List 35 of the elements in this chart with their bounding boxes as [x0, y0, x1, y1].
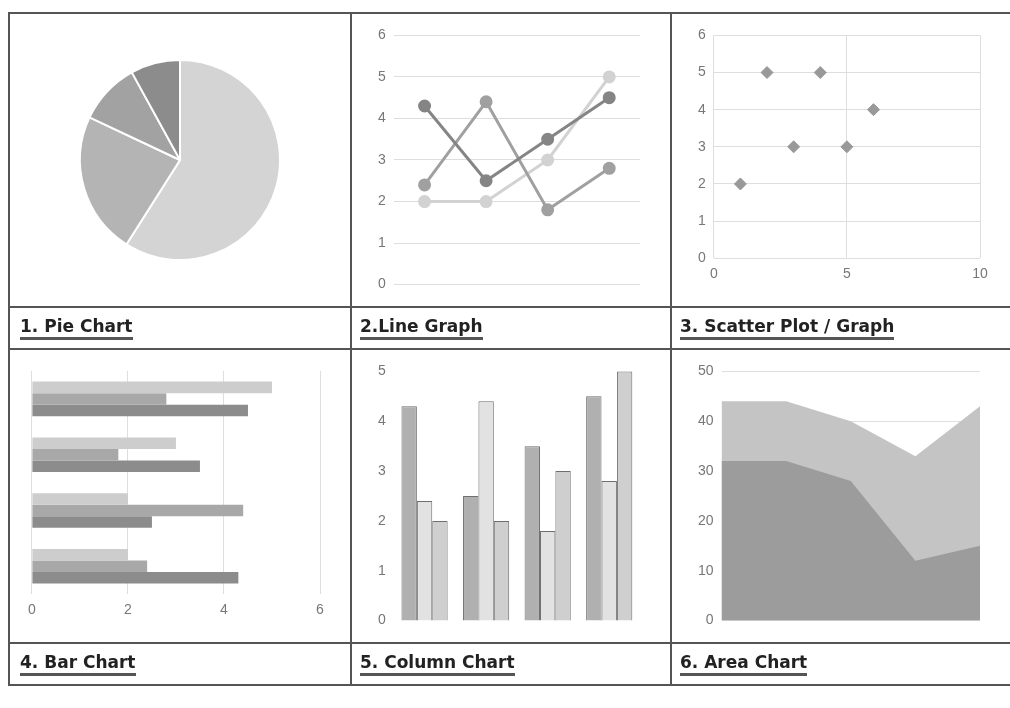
- y-tick-label: 1: [697, 211, 706, 228]
- y-tick-label: 6: [377, 26, 386, 43]
- x-tick-label: 5: [842, 265, 851, 282]
- x-tick-label: 10: [972, 265, 988, 282]
- text: 5. Column Chart: [360, 652, 515, 676]
- y-tick-label: 40: [697, 412, 714, 429]
- y-tick-label: 3: [377, 150, 386, 167]
- x-tick-label: 0: [27, 601, 36, 618]
- y-tick-label: 4: [377, 412, 386, 429]
- y-tick-label: 30: [697, 461, 714, 478]
- y-tick-label: 1: [377, 561, 386, 578]
- text: 6. Area Chart: [680, 652, 808, 676]
- y-tick-label: 10: [697, 561, 714, 578]
- x-tick-label: 4: [220, 601, 229, 618]
- x-tick-label: 2: [124, 601, 133, 618]
- y-tick-label: 20: [697, 511, 714, 528]
- y-tick-label: 3: [697, 137, 706, 154]
- text: 2.Line Graph: [360, 316, 483, 340]
- y-tick-label: 5: [377, 362, 386, 379]
- y-tick-label: 4: [377, 109, 386, 126]
- y-tick-label: 50: [697, 362, 714, 379]
- text: 4. Bar Chart: [20, 652, 136, 676]
- y-tick-label: 1: [377, 233, 386, 250]
- y-tick-label: 0: [697, 249, 706, 266]
- y-tick-label: 4: [697, 100, 706, 117]
- y-tick-label: 2: [377, 192, 386, 209]
- y-tick-label: 2: [377, 511, 386, 528]
- x-tick-label: 6: [316, 601, 325, 618]
- y-tick-label: 2: [697, 174, 706, 191]
- y-tick-label: 6: [697, 26, 706, 43]
- y-tick-label: 5: [697, 63, 706, 80]
- y-tick-label: 3: [377, 461, 386, 478]
- y-tick-label: 5: [377, 67, 386, 84]
- text: 3. Scatter Plot / Graph: [680, 316, 895, 340]
- text: 1. Pie Chart: [20, 316, 133, 340]
